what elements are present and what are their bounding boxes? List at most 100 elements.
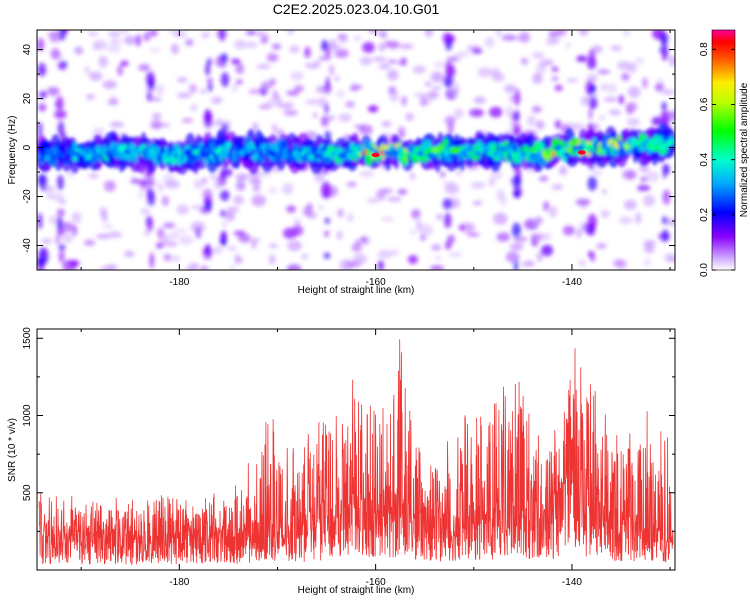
snr-frame	[36, 328, 676, 571]
heatmap-cell	[443, 212, 452, 229]
heatmap-cell	[387, 69, 399, 81]
heatmap-cell	[549, 205, 558, 218]
heatmap-cell	[522, 144, 529, 153]
heatmap-cell	[597, 69, 611, 75]
heatmap-cell	[292, 225, 304, 236]
heatmap-cell	[269, 78, 276, 85]
heatmap-cell	[346, 181, 357, 188]
snr-y-axis-label: SNR (10 * v/v)	[7, 418, 18, 482]
heatmap-cell	[146, 216, 154, 232]
heatmap-cell	[577, 150, 586, 155]
heatmap-cell	[622, 30, 631, 36]
heatmap-cell	[163, 253, 172, 262]
heatmap-cell	[321, 39, 329, 51]
heatmap-cell	[226, 210, 234, 220]
heatmap-cell	[302, 154, 310, 162]
heatmap-cell	[120, 30, 129, 34]
heatmap-cell	[212, 246, 223, 255]
heatmap-cell	[445, 241, 452, 250]
colorbar: 0.0 0.2 0.4 0.6 0.8 Normalized spectral ampl…	[699, 29, 750, 277]
heatmap-cell	[54, 234, 61, 245]
heatmap-cell	[580, 142, 587, 148]
heatmap-cell	[58, 62, 67, 71]
heatmap-cell	[86, 94, 95, 100]
heatmap-cell	[360, 236, 368, 242]
heatmap-cell	[295, 152, 300, 157]
heatmap-cell	[337, 208, 344, 218]
heatmap-cell	[520, 153, 526, 158]
heatmap-cell	[50, 48, 61, 60]
heatmap-cell	[250, 237, 261, 243]
heatmap-cell	[149, 252, 155, 269]
heatmap-cell	[58, 30, 66, 41]
heatmap-cell	[512, 175, 522, 189]
heatmap-cell	[244, 152, 252, 157]
heatmap-cell	[635, 57, 645, 64]
heatmap-cell	[378, 63, 391, 70]
heatmap-y-tick-label: -40	[22, 238, 33, 253]
heatmap-cell	[409, 229, 417, 235]
heatmap-cell	[600, 83, 608, 92]
snr-y-tick-label: 500	[22, 484, 33, 501]
heatmap-cell	[621, 169, 632, 180]
heatmap-cell	[659, 144, 667, 150]
heatmap-cell	[580, 96, 592, 106]
heatmap-cell	[148, 30, 158, 37]
heatmap-cell	[38, 103, 46, 112]
heatmap-cell	[636, 141, 640, 147]
snr-y-ticks: 500 1000 1500	[22, 327, 675, 532]
heatmap-cell	[190, 221, 206, 233]
colorbar-tick-label: 0.0	[699, 263, 710, 277]
heatmap-cell	[248, 88, 261, 95]
heatmap-cell	[262, 150, 267, 155]
heatmap-cell	[124, 251, 135, 257]
heatmap-cell	[621, 72, 630, 81]
heatmap-cell	[586, 142, 591, 147]
heatmap-cell	[496, 144, 500, 152]
heatmap-cell	[276, 95, 283, 108]
heatmap-cell	[381, 120, 392, 128]
heatmap-cell	[412, 65, 426, 74]
heatmap-cell	[37, 174, 45, 186]
heatmap-cell	[96, 233, 111, 240]
heatmap-cell	[430, 71, 444, 83]
heatmap-cell	[551, 151, 555, 158]
heatmap-cell	[455, 169, 463, 176]
heatmap-cell	[191, 104, 197, 112]
heatmap-cell	[237, 233, 251, 242]
heatmap-cell	[530, 153, 538, 158]
heatmap-cell	[531, 105, 542, 114]
heatmap-cell	[335, 90, 346, 98]
heatmap-cell	[69, 148, 75, 157]
heatmap-cell	[387, 196, 402, 202]
heatmap-cell	[506, 35, 521, 41]
heatmap-cell	[338, 113, 352, 122]
heatmap-cell	[366, 198, 379, 204]
heatmap-cell	[564, 142, 570, 149]
snr-panel: -180 -160 -140 500 1000 1500 Height of strai…	[7, 327, 676, 596]
heatmap-cell	[310, 146, 318, 154]
heatmap-cell	[235, 79, 243, 85]
heatmap-cell	[173, 228, 188, 234]
heatmap-cell	[211, 96, 221, 105]
heatmap-cell	[637, 146, 645, 152]
heatmap-cell	[94, 146, 100, 153]
heatmap-x-tick-label: -140	[562, 277, 582, 288]
heatmap-cell	[143, 31, 151, 42]
snr-y-tick-label: 1000	[22, 404, 33, 427]
heatmap-cell	[625, 101, 638, 112]
heatmap-cell	[102, 80, 117, 90]
heatmap-cell	[289, 45, 300, 54]
heatmap-cell	[444, 183, 460, 195]
heatmap-cell	[325, 76, 330, 90]
heatmap-cell	[107, 30, 122, 38]
heatmap-cell	[260, 37, 267, 44]
heatmap-cell	[301, 253, 309, 260]
heatmap-cell	[307, 154, 315, 161]
heatmap-cell	[166, 233, 180, 239]
heatmap-cell	[148, 97, 162, 102]
heatmap-cell	[44, 154, 51, 162]
heatmap-cell	[135, 34, 141, 47]
colorbar-tick-label: 0.6	[699, 97, 710, 111]
heatmap-cell	[656, 78, 665, 83]
